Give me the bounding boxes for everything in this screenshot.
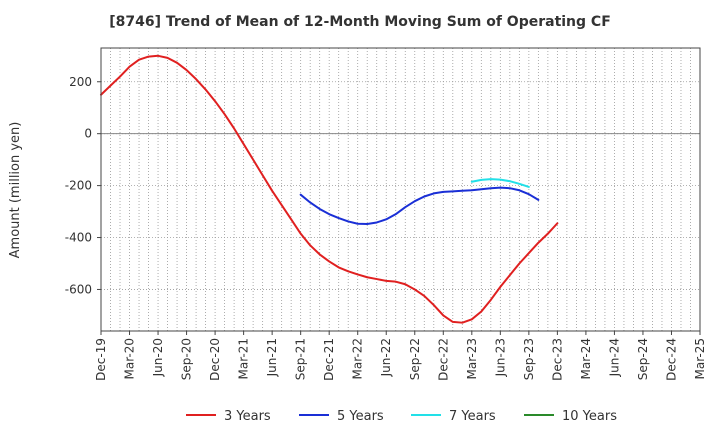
x-tick-label: Mar-22 <box>351 338 365 379</box>
y-tick-label: 200 <box>69 75 92 89</box>
y-tick-label: -400 <box>65 231 92 245</box>
legend-label: 3 Years <box>224 409 271 424</box>
y-axis-ticks: 200 0 -200 -400 -600 <box>65 75 101 297</box>
x-tick-label: Dec-19 <box>94 338 108 381</box>
x-tick-label: Sep-21 <box>294 338 308 380</box>
x-tick-label: Jun-23 <box>493 338 507 377</box>
grid <box>101 48 700 331</box>
x-tick-label: Mar-23 <box>465 338 479 379</box>
x-tick-label: Dec-21 <box>322 338 336 381</box>
x-tick-label: Dec-20 <box>208 338 222 381</box>
series-line-5-years <box>301 188 539 224</box>
y-tick-label: -200 <box>65 179 92 193</box>
x-tick-label: Sep-23 <box>522 338 536 380</box>
x-tick-label: Jun-24 <box>607 338 621 377</box>
y-tick-label: -600 <box>65 282 92 296</box>
x-tick-label: Mar-25 <box>693 338 707 379</box>
x-tick-label: Sep-22 <box>408 338 422 380</box>
y-tick-label: 0 <box>84 127 92 141</box>
x-tick-label: Dec-22 <box>436 338 450 381</box>
legend-label: 5 Years <box>337 409 384 424</box>
x-tick-label: Mar-20 <box>123 338 137 379</box>
line-chart: 200 0 -200 -400 -600 Dec-19 Mar-20 Jun-20 Sep-2… <box>0 0 720 440</box>
y-axis-label: Amount (million yen) <box>8 122 23 259</box>
x-tick-label: Dec-23 <box>550 338 564 381</box>
plot-area-frame <box>101 48 700 331</box>
x-tick-label: Sep-24 <box>636 338 650 380</box>
x-tick-label: Sep-20 <box>180 338 194 380</box>
x-axis-ticks: Dec-19 Mar-20 Jun-20 Sep-20 Dec-20 Mar-21 Jun-… <box>94 331 707 381</box>
x-tick-label: Jun-21 <box>265 338 279 377</box>
x-tick-label: Jun-20 <box>151 338 165 377</box>
x-tick-label: Jun-22 <box>379 338 393 377</box>
x-tick-label: Mar-21 <box>237 338 251 379</box>
x-tick-label: Dec-24 <box>664 338 678 381</box>
legend-label: 7 Years <box>449 409 496 424</box>
legend-label: 10 Years <box>562 409 617 424</box>
legend: 3 Years 5 Years 7 Years 10 Years <box>186 409 617 424</box>
x-tick-label: Mar-24 <box>579 338 593 379</box>
